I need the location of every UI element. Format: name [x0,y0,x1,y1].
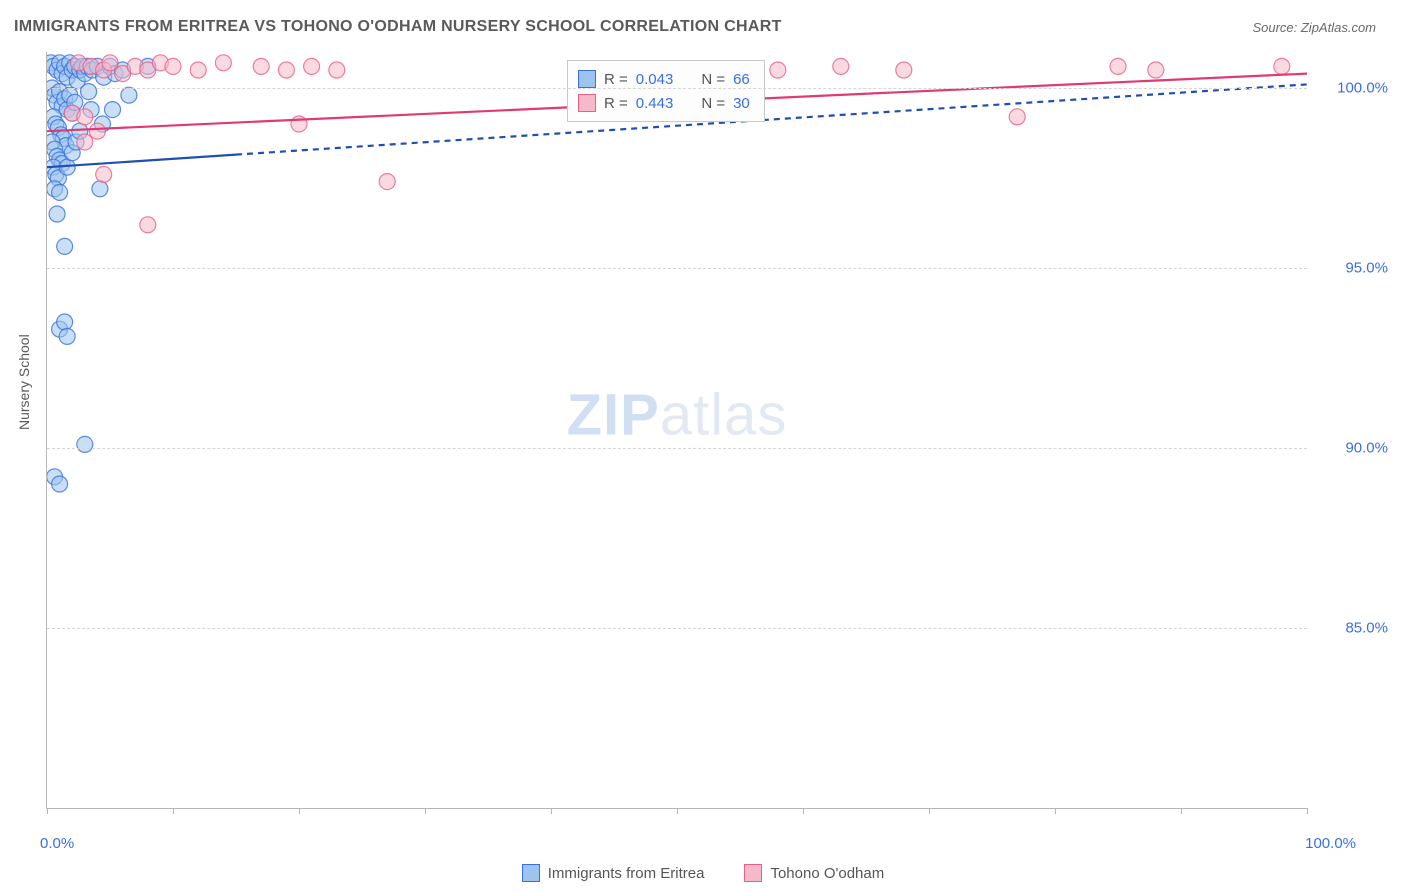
gridline [47,268,1307,269]
watermark: ZIPatlas [567,381,788,448]
y-tick-label: 85.0% [1345,620,1388,637]
n-val-pink: 30 [733,95,750,112]
gridline [47,448,1307,449]
stats-row-pink: R = 0.443 N = 30 [578,91,750,115]
x-tick [803,808,804,814]
x-tick [425,808,426,814]
watermark-bold: ZIP [567,382,660,447]
plot-area: ZIPatlas R = 0.043 N = 66 R = 0.443 N = … [46,52,1307,809]
x-tick [1307,808,1308,814]
swatch-pink-2 [744,864,762,882]
x-tick [47,808,48,814]
gridline [47,628,1307,629]
r-label: R = [604,71,628,88]
swatch-blue-2 [522,864,540,882]
x-tick [1181,808,1182,814]
x-tick [173,808,174,814]
r-val-pink: 0.443 [636,95,674,112]
n-val-blue: 66 [733,71,750,88]
chart-title: IMMIGRANTS FROM ERITREA VS TOHONO O'ODHA… [14,18,782,36]
legend-item-pink: Tohono O'odham [744,864,884,882]
legend-label-blue: Immigrants from Eritrea [548,865,705,882]
y-tick-label: 90.0% [1345,440,1388,457]
legend-label-pink: Tohono O'odham [770,865,884,882]
x-tick [551,808,552,814]
x-tick [677,808,678,814]
y-tick-label: 100.0% [1337,80,1388,97]
x-tick [299,808,300,814]
bottom-legend: Immigrants from Eritrea Tohono O'odham [0,864,1406,882]
y-axis-title: Nursery School [16,334,32,430]
stats-legend: R = 0.043 N = 66 R = 0.443 N = 30 [567,60,765,122]
x-tick [1055,808,1056,814]
swatch-blue [578,70,596,88]
swatch-pink [578,94,596,112]
n-label: N = [701,71,725,88]
r-val-blue: 0.043 [636,71,674,88]
x-min-label: 0.0% [40,835,74,852]
legend-item-blue: Immigrants from Eritrea [522,864,705,882]
n-label-2: N = [701,95,725,112]
chart-svg [47,52,1307,808]
y-tick-label: 95.0% [1345,260,1388,277]
r-label-2: R = [604,95,628,112]
watermark-light: atlas [660,382,788,447]
x-max-label: 100.0% [1305,835,1356,852]
gridline [47,88,1307,89]
x-tick [929,808,930,814]
source-label: Source: ZipAtlas.com [1252,20,1376,35]
